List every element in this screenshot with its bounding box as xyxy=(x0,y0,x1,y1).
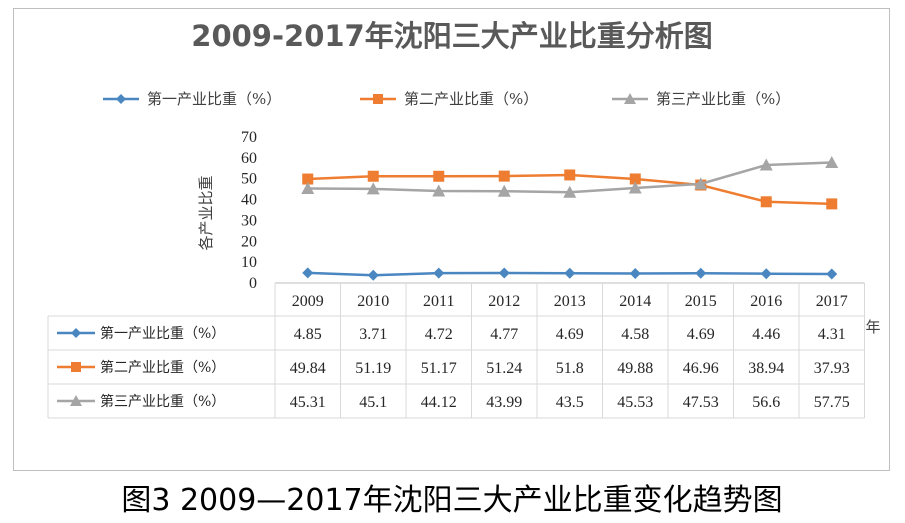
data-table: 2009 2010 2011 2012 2013 2014 2015 2016 2017 第一产业… xyxy=(47,282,865,419)
series-3-point xyxy=(497,184,511,197)
y-tick-label: 0 xyxy=(249,275,257,292)
data-label: 45.31 xyxy=(290,394,326,411)
figure-caption: 图3 2009—2017年沈阳三大产业比重变化趋势图 xyxy=(121,483,782,518)
y-axis-label: 各产业比重 xyxy=(197,175,215,250)
chart-frame xyxy=(13,8,890,471)
y-tick-label: 20 xyxy=(241,233,257,250)
data-label: 51.24 xyxy=(486,360,522,377)
y-tick-label: 70 xyxy=(241,129,257,146)
data-label: 38.94 xyxy=(748,360,784,377)
x-axis-label: 年 xyxy=(865,318,880,336)
x-tick-label: 2017 xyxy=(816,293,848,310)
data-label: 4.77 xyxy=(490,326,518,343)
table-key-marker-1 xyxy=(71,328,81,338)
data-label: 43.99 xyxy=(486,394,522,411)
data-label: 51.19 xyxy=(355,360,391,377)
table-row-label-3: 第三产业比重（%） xyxy=(100,393,225,410)
x-tick-label: 2012 xyxy=(488,293,520,310)
data-label: 4.85 xyxy=(294,326,322,343)
x-tick-label: 2016 xyxy=(750,293,782,310)
data-label: 43.5 xyxy=(556,394,584,411)
data-label: 56.6 xyxy=(752,394,780,411)
y-tick-label: 50 xyxy=(241,171,257,188)
data-label: 4.31 xyxy=(818,326,846,343)
x-tick-label: 2013 xyxy=(554,293,586,310)
data-label: 51.8 xyxy=(556,360,584,377)
series-3-point xyxy=(759,158,773,171)
data-label: 47.53 xyxy=(683,394,719,411)
series-3-point xyxy=(432,184,446,197)
series-2-point xyxy=(826,198,838,210)
data-label: 37.93 xyxy=(814,360,850,377)
legend-marker-3 xyxy=(624,93,636,104)
data-label: 44.12 xyxy=(421,394,457,411)
legend-marker-2 xyxy=(373,94,383,104)
data-label: 46.96 xyxy=(683,360,719,377)
series-1-point xyxy=(629,267,641,279)
data-label: 4.72 xyxy=(425,326,453,343)
series-2-point xyxy=(367,170,379,182)
series-1-point xyxy=(498,267,510,279)
series-2-point xyxy=(498,170,510,182)
data-label: 4.58 xyxy=(621,326,649,343)
series-1-point xyxy=(760,268,772,280)
series-3-point xyxy=(366,182,380,195)
plot-area xyxy=(301,156,839,281)
data-label: 45.53 xyxy=(617,394,653,411)
legend-marker-1 xyxy=(116,94,126,104)
x-tick-label: 2009 xyxy=(292,293,324,310)
table-row-label-2: 第二产业比重（%） xyxy=(100,359,225,376)
y-tick-label: 30 xyxy=(241,212,257,229)
y-tick-label: 60 xyxy=(241,150,257,167)
y-tick-label: 40 xyxy=(241,192,257,209)
y-axis-ticks: 0 10 20 30 40 50 60 70 xyxy=(241,129,257,292)
series-1-point xyxy=(367,269,379,281)
data-label: 51.17 xyxy=(421,360,457,377)
data-label: 45.1 xyxy=(359,394,387,411)
series-1-point xyxy=(826,268,838,280)
data-label: 4.46 xyxy=(752,326,780,343)
series-3-point xyxy=(628,181,642,194)
table-key-marker-2 xyxy=(71,362,81,372)
series-1-point xyxy=(564,267,576,279)
data-label: 49.88 xyxy=(617,360,653,377)
data-label: 57.75 xyxy=(814,394,850,411)
legend: 第一产业比重（%） 第二产业比重（%） 第三产业比重（%） xyxy=(103,90,790,108)
legend-label-3: 第三产业比重（%） xyxy=(656,90,790,108)
data-label: 3.71 xyxy=(359,326,387,343)
table-row-label-1: 第一产业比重（%） xyxy=(100,325,225,342)
series-1-point xyxy=(302,267,314,279)
series-2-point xyxy=(629,173,641,185)
x-tick-label: 2014 xyxy=(619,293,651,310)
chart-title: 2009-2017年沈阳三大产业比重分析图 xyxy=(191,19,712,53)
x-tick-label: 2011 xyxy=(423,293,454,310)
x-tick-label: 2010 xyxy=(357,293,389,310)
data-label: 4.69 xyxy=(556,326,584,343)
series-2-point xyxy=(760,196,772,208)
x-tick-label: 2015 xyxy=(685,293,717,310)
series-3-point xyxy=(563,185,577,198)
legend-label-2: 第二产业比重（%） xyxy=(404,90,538,108)
data-label: 49.84 xyxy=(290,360,326,377)
series-1-point xyxy=(695,267,707,279)
series-2-point xyxy=(302,173,314,185)
series-2-point xyxy=(433,170,445,182)
series-3-point xyxy=(694,177,708,190)
series-2-point xyxy=(564,169,576,181)
series-3-point xyxy=(825,156,839,169)
data-label: 4.69 xyxy=(687,326,715,343)
legend-label-1: 第一产业比重（%） xyxy=(147,90,281,108)
y-tick-label: 10 xyxy=(241,254,257,271)
series-3-point xyxy=(301,181,315,194)
table-key-marker-3 xyxy=(70,395,82,406)
series-1-point xyxy=(433,267,445,279)
